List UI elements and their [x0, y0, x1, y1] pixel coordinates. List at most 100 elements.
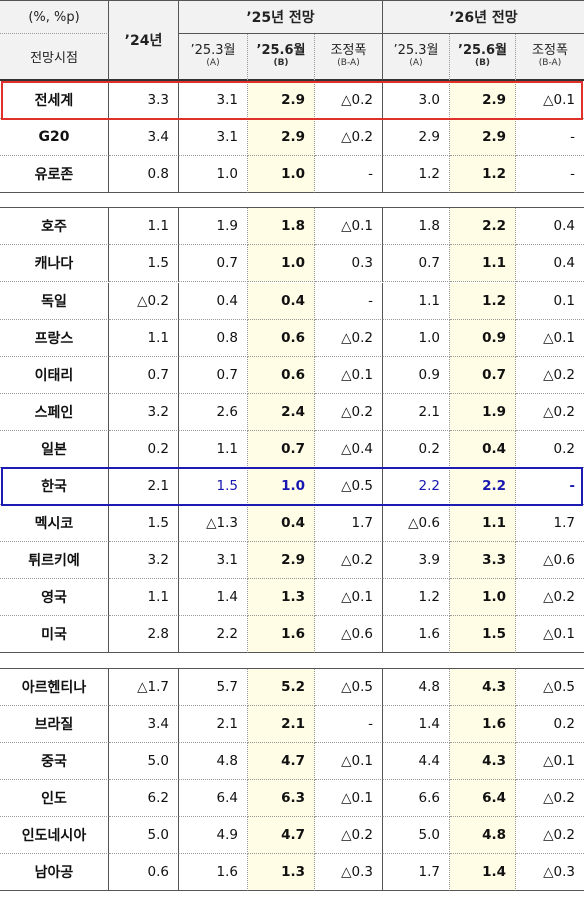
value: 6.4 [216, 789, 238, 806]
value-cell: - [516, 119, 584, 157]
sub-header-tag: (B-A) [538, 58, 562, 68]
value-cell: 4.8 [179, 742, 248, 780]
value-cell: △0.2 [315, 119, 383, 157]
country-name-cell: 호주 [0, 208, 109, 246]
value: 1.0 [281, 255, 305, 272]
value-cell: 0.7 [179, 245, 248, 283]
value: 0.7 [482, 366, 506, 383]
country-name-cell: 프랑스 [0, 319, 109, 357]
value: 0.7 [418, 255, 440, 272]
value-cell: 2.8 [109, 616, 179, 654]
value: △0.6 [408, 515, 440, 532]
value: 2.1 [418, 403, 440, 420]
value: 2.9 [281, 92, 305, 109]
value-cell: 1.9 [179, 208, 248, 246]
value: △0.2 [543, 826, 575, 843]
country-name-cell: 스페인 [0, 393, 109, 431]
value-cell: △0.2 [315, 82, 383, 120]
value-cell: △0.1 [315, 579, 383, 617]
value-cell: 1.4 [450, 854, 516, 892]
value: 1.2 [482, 292, 506, 309]
value-cell: 1.8 [383, 208, 450, 246]
value: 0.2 [553, 440, 575, 457]
value-cell: 3.4 [109, 705, 179, 743]
value-cell: △0.1 [315, 779, 383, 817]
value-cell: 5.2 [248, 668, 315, 706]
value-cell: 0.3 [315, 245, 383, 283]
value-cell: △0.5 [315, 668, 383, 706]
value-cell: 1.6 [179, 854, 248, 892]
value: 1.5 [147, 515, 169, 532]
country-name-cell: 이태리 [0, 356, 109, 394]
value-cell: 4.3 [450, 668, 516, 706]
value: - [570, 166, 575, 183]
value-cell: △0.1 [315, 742, 383, 780]
value-cell: 0.2 [109, 430, 179, 468]
country-name: 독일 [41, 293, 67, 310]
value-cell: △1.3 [179, 505, 248, 543]
value: △0.1 [543, 752, 575, 769]
country-name: 멕시코 [34, 516, 74, 533]
value: 4.8 [418, 678, 440, 695]
value: 2.9 [281, 129, 305, 146]
country-name-cell: 캐나다 [0, 245, 109, 283]
value-cell: 0.7 [109, 356, 179, 394]
country-name: 브라질 [34, 716, 74, 733]
value-cell: △0.3 [516, 854, 584, 892]
country-name-cell: 남아공 [0, 854, 109, 892]
value: 1.7 [418, 864, 440, 881]
value: △0.1 [543, 329, 575, 346]
sub-header-label: ’25.6월 [458, 43, 507, 58]
value: 4.3 [482, 752, 506, 769]
forecast-2025-header: ’25년 전망 [179, 0, 383, 34]
value-cell: 1.5 [109, 505, 179, 543]
group-spacer [0, 654, 584, 669]
value-cell: 4.8 [450, 816, 516, 854]
unit-label: (%, %p) [28, 9, 80, 25]
value-cell: 1.2 [383, 579, 450, 617]
value: △0.2 [137, 292, 169, 309]
value: △0.6 [543, 552, 575, 569]
value-cell: 2.1 [109, 468, 179, 506]
value: 6.3 [281, 789, 305, 806]
sub-header-2026-0: ’25.3월 (A) [383, 34, 450, 81]
country-name-cell: 미국 [0, 616, 109, 654]
value: △0.2 [341, 826, 373, 843]
sub-header-2025-0: ’25.3월 (A) [179, 34, 248, 81]
value-cell: △0.6 [383, 505, 450, 543]
period-cell: 전망시점 [0, 34, 109, 81]
value: 3.1 [216, 92, 238, 109]
sub-header-tag: (A) [206, 58, 220, 68]
value-cell: 3.0 [383, 82, 450, 120]
value: 2.9 [482, 129, 506, 146]
value-cell: 1.1 [450, 505, 516, 543]
value: △0.5 [341, 678, 373, 695]
value-cell: △0.3 [315, 854, 383, 892]
value-cell: - [315, 156, 383, 194]
value: 1.1 [482, 515, 506, 532]
value-cell: 0.4 [516, 208, 584, 246]
country-name-cell: 튀르키예 [0, 542, 109, 580]
sub-header-label: 조정폭 [532, 43, 568, 58]
country-name: 남아공 [34, 865, 74, 882]
value: △0.6 [341, 626, 373, 643]
value-cell: 2.2 [383, 468, 450, 506]
value-cell: 2.9 [450, 119, 516, 157]
value: △0.2 [341, 552, 373, 569]
value-cell: 1.4 [383, 705, 450, 743]
value-cell: 1.7 [383, 854, 450, 892]
value-cell: 3.3 [109, 82, 179, 120]
value-cell: 0.9 [450, 319, 516, 357]
value: 3.1 [216, 552, 238, 569]
value: 1.1 [147, 329, 169, 346]
value-cell: - [516, 468, 584, 506]
value-cell: 1.6 [450, 705, 516, 743]
value: 0.6 [281, 329, 305, 346]
forecast-2026-label: ’26년 전망 [449, 10, 518, 26]
value-cell: △0.1 [516, 616, 584, 654]
value-cell: △0.1 [315, 356, 383, 394]
country-name-cell: 중국 [0, 742, 109, 780]
value-cell: 3.2 [109, 542, 179, 580]
value-cell: 3.3 [450, 542, 516, 580]
country-name: 유로존 [34, 167, 74, 184]
